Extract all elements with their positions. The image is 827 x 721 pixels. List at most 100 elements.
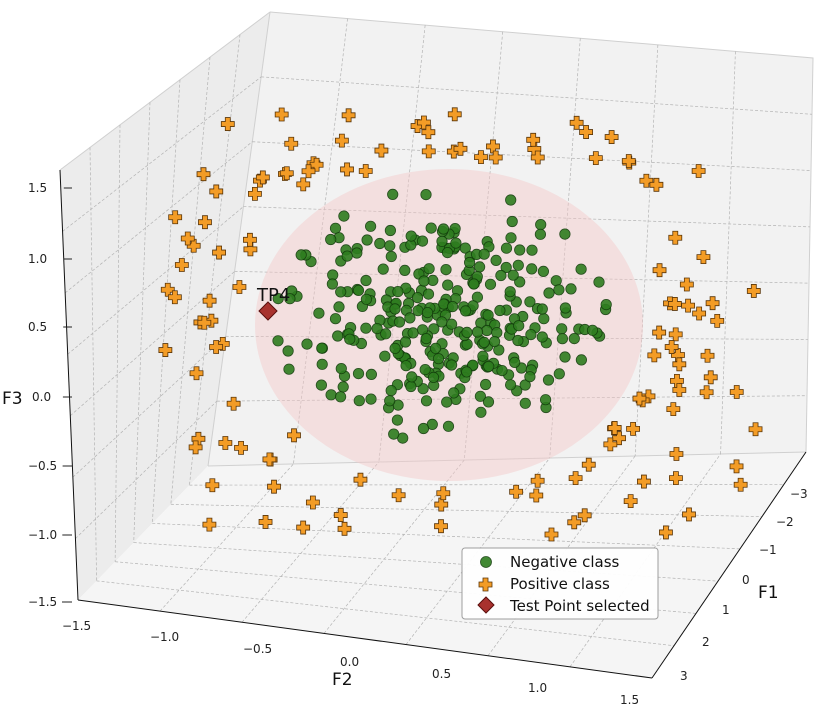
positive-point — [581, 457, 596, 472]
grid-line — [243, 206, 811, 228]
negative-point — [416, 235, 429, 247]
points-layer — [158, 107, 763, 542]
positive-point — [340, 162, 354, 177]
positive-point — [358, 164, 373, 178]
positive-point — [421, 125, 436, 140]
grid-line — [549, 38, 581, 459]
negative-point — [512, 259, 524, 271]
negative-point — [436, 235, 448, 247]
negative-point — [387, 188, 399, 200]
negative-point — [325, 389, 337, 401]
positive-point — [209, 340, 224, 354]
axis-label-f2: F2 — [332, 670, 353, 690]
positive-point — [679, 277, 694, 292]
negative-point — [512, 334, 524, 347]
negative-point — [543, 287, 555, 299]
positive-point — [255, 170, 270, 185]
negative-point — [421, 306, 434, 319]
negative-point — [482, 396, 495, 408]
positive-point — [248, 187, 262, 201]
grid-line — [252, 141, 812, 171]
negative-point — [507, 269, 519, 281]
positive-point — [341, 108, 356, 123]
negative-point — [417, 383, 429, 395]
legend: Negative class Positive class Test Point… — [461, 547, 659, 620]
negative-point — [494, 304, 506, 317]
positive-point — [243, 242, 258, 257]
negative-point — [432, 353, 445, 365]
positive-point — [659, 525, 673, 540]
negative-point — [536, 303, 548, 315]
negative-point — [301, 338, 313, 350]
negative-point — [559, 351, 571, 363]
positive-point — [632, 391, 647, 406]
grid-line — [261, 76, 813, 115]
negative-point — [295, 249, 307, 261]
negative-point — [352, 284, 365, 296]
negative-point — [360, 293, 372, 305]
negative-point — [428, 323, 440, 335]
negative-point — [332, 330, 344, 342]
negative-point — [406, 371, 418, 383]
test-point-label: TP4 — [256, 285, 290, 306]
negative-point — [429, 342, 442, 354]
negative-point — [335, 362, 347, 375]
negative-point — [399, 336, 412, 348]
negative-point — [448, 387, 460, 399]
positive-point — [682, 507, 696, 522]
f3-tick-label: −1.0 — [28, 528, 57, 542]
f3-tick-label: 0.5 — [28, 320, 47, 334]
negative-point — [536, 331, 548, 343]
f2-tick-label: 1.5 — [620, 693, 639, 707]
negative-point — [525, 328, 537, 341]
positive-point — [353, 472, 368, 487]
positive-point — [274, 107, 289, 122]
negative-point — [575, 354, 588, 366]
negative-point — [391, 414, 403, 426]
negative-point — [593, 276, 605, 288]
positive-point — [391, 488, 406, 503]
positive-point — [669, 471, 683, 486]
legend-label-negative: Negative class — [510, 553, 620, 571]
positive-point — [579, 125, 593, 139]
negative-point — [479, 378, 492, 391]
negative-point — [418, 275, 430, 287]
positive-point — [733, 477, 748, 492]
positive-point — [652, 325, 667, 340]
negative-point — [272, 335, 284, 347]
negative-point — [374, 237, 386, 250]
positive-point — [696, 250, 711, 265]
positive-point — [729, 385, 744, 399]
negative-point — [338, 210, 350, 222]
grid-line — [64, 141, 253, 294]
negative-point — [399, 264, 411, 276]
negative-point — [461, 366, 473, 378]
negative-point — [384, 240, 396, 252]
positive-point — [623, 494, 638, 508]
negative-point — [600, 298, 612, 311]
grid-line — [189, 483, 785, 486]
negative-point — [272, 292, 284, 305]
negative-point — [556, 333, 569, 345]
positive-point — [666, 402, 681, 417]
negative-point — [586, 324, 599, 336]
f3-tick-label: −1.5 — [28, 595, 57, 609]
positive-point — [544, 527, 559, 542]
negative-point — [412, 305, 424, 317]
negative-point — [365, 368, 377, 380]
negative-point — [475, 406, 487, 418]
negative-point — [334, 391, 347, 403]
negative-point — [405, 380, 417, 393]
positive-point — [647, 348, 662, 363]
positive-point — [621, 154, 636, 168]
negative-point — [526, 263, 538, 275]
positive-point — [667, 297, 682, 311]
negative-point — [539, 394, 552, 406]
negative-point — [524, 296, 536, 308]
negative-point — [534, 228, 547, 240]
positive-point — [218, 436, 233, 450]
positive-point — [700, 348, 715, 363]
positive-point — [529, 488, 544, 503]
negative-point — [461, 326, 473, 338]
negative-point — [385, 384, 397, 397]
